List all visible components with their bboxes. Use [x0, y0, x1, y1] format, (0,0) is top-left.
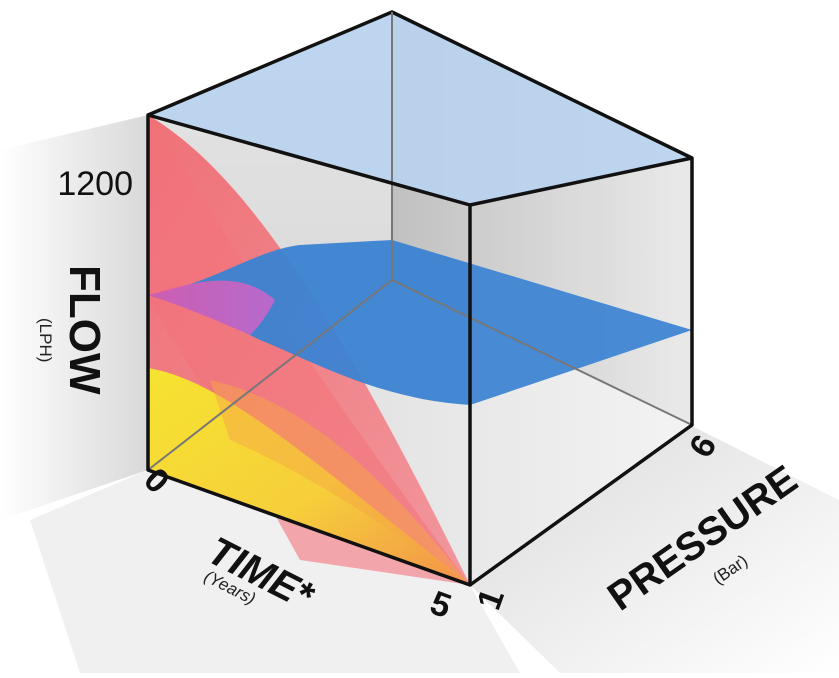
top-flow-plane	[148, 12, 692, 205]
cube-edges	[146, 10, 694, 587]
orange-flow-surface	[210, 380, 470, 585]
middle-flow-plane	[148, 240, 692, 405]
right-ground-shadow	[470, 425, 839, 673]
front-ground-shadow	[30, 470, 520, 673]
front-face	[148, 115, 470, 585]
flow-axis-label: FLOW	[60, 265, 109, 395]
magenta-overlap	[148, 280, 275, 335]
flow-axis-unit: (LPH)	[36, 318, 55, 362]
flow-tick-max: 1200	[57, 165, 133, 203]
left-ground-shadow	[0, 115, 148, 520]
